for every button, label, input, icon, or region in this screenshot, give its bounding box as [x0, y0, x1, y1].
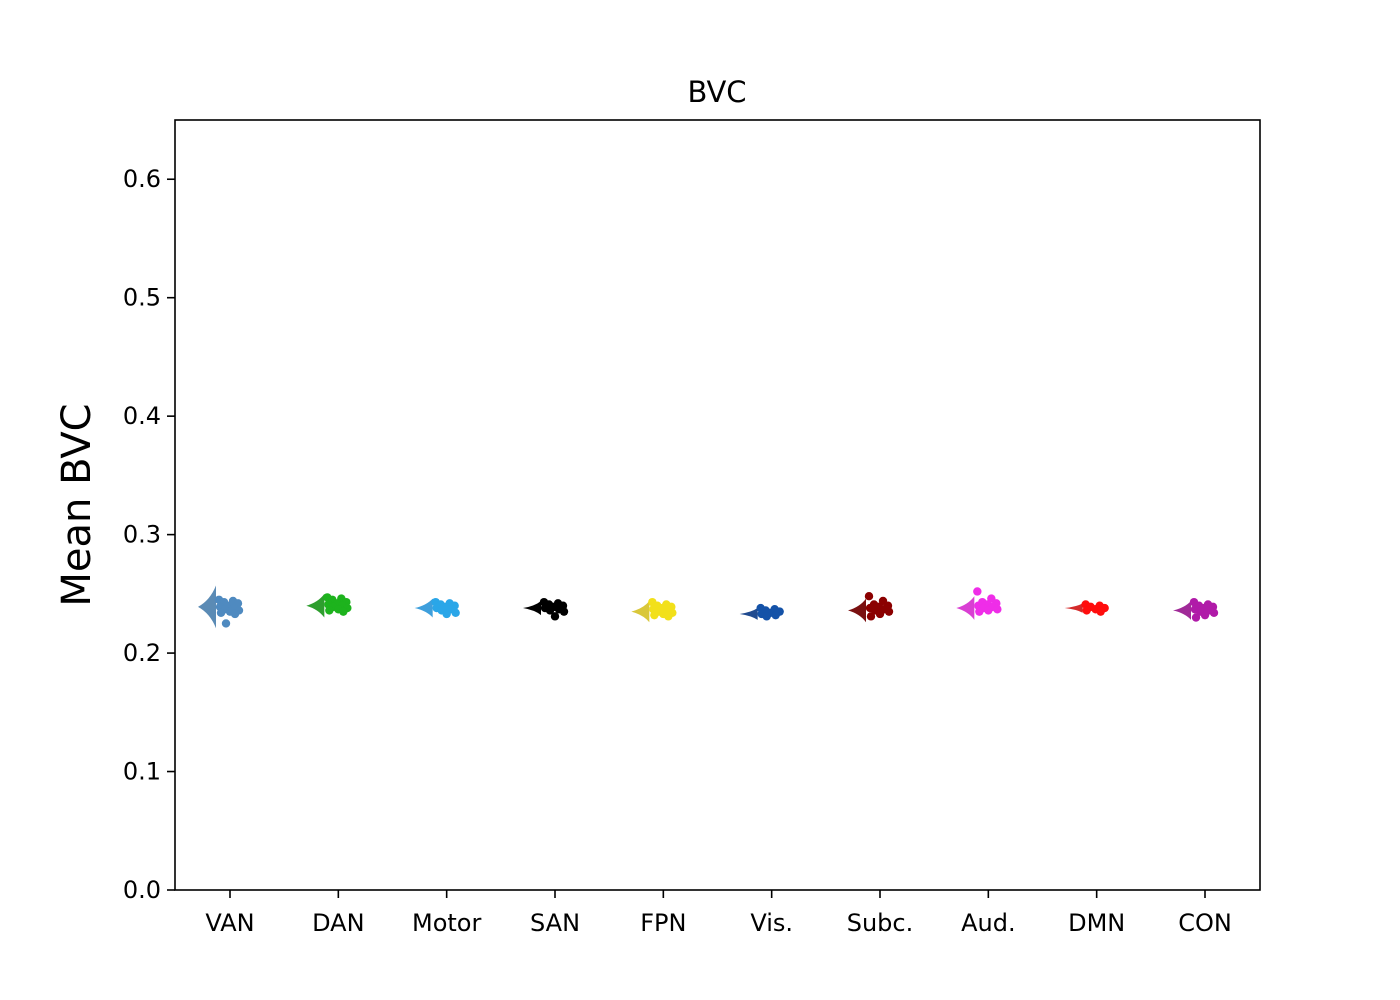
violin-con	[1173, 600, 1191, 620]
data-point	[762, 612, 771, 621]
data-point	[550, 612, 560, 621]
violin-motor	[414, 598, 433, 618]
data-point	[771, 610, 780, 620]
data-point	[559, 607, 569, 616]
y-tick-label: 0.5	[123, 284, 161, 312]
data-point	[975, 607, 984, 616]
y-axis: 0.0 0.1 0.2 0.3 0.4 0.5 0.6	[123, 165, 175, 904]
data-point	[664, 612, 673, 621]
data-point	[884, 607, 894, 616]
y-tick-label: 0.0	[123, 876, 161, 904]
y-axis-label: Mean BVC	[54, 403, 100, 606]
plot-marks	[198, 585, 1219, 629]
data-point	[451, 608, 460, 617]
violin-dan	[306, 593, 325, 618]
data-point	[1082, 606, 1091, 615]
y-tick-label: 0.1	[123, 758, 161, 786]
violin-fpn	[631, 600, 650, 623]
y-tick-label: 0.4	[123, 402, 161, 430]
x-tick-label: Vis.	[750, 909, 793, 937]
violin-van	[198, 585, 216, 629]
data-point	[993, 605, 1002, 614]
data-point	[230, 609, 240, 619]
data-point	[442, 609, 451, 619]
violin-san	[523, 600, 541, 616]
data-point	[650, 610, 659, 620]
data-point	[339, 607, 348, 616]
x-tick-label: DMN	[1068, 909, 1125, 937]
chart-title: BVC	[687, 75, 746, 109]
data-point	[221, 619, 231, 628]
x-tick-label: VAN	[205, 909, 254, 937]
x-tick-label: Motor	[412, 909, 481, 937]
data-point	[866, 612, 876, 621]
x-tick-label: CON	[1178, 909, 1232, 937]
violin-aud	[956, 596, 975, 620]
plot-frame	[174, 119, 1261, 891]
data-point	[216, 608, 226, 617]
data-point	[973, 587, 982, 596]
data-point	[875, 609, 885, 619]
data-point	[1096, 607, 1105, 616]
data-point	[984, 606, 993, 615]
data-point	[1200, 610, 1210, 620]
data-point	[325, 606, 334, 615]
y-tick-label: 0.3	[123, 521, 161, 549]
x-tick-label: Aud.	[961, 909, 1016, 937]
violin-subc	[848, 598, 866, 623]
data-point	[1209, 608, 1219, 617]
violin-dmn	[1064, 603, 1083, 613]
data-point	[864, 592, 874, 601]
x-tick-label: Subc.	[847, 909, 914, 937]
y-tick-label: 0.2	[123, 639, 161, 667]
y-tick-label: 0.6	[123, 165, 161, 193]
x-tick-label: SAN	[530, 909, 580, 937]
data-point	[545, 606, 555, 615]
x-axis: VAN DAN Motor SAN FPN Vis. Subc. Aud. DMN CON	[205, 890, 1232, 937]
x-tick-label: DAN	[312, 909, 364, 937]
violin-vis	[739, 608, 758, 620]
x-tick-label: FPN	[640, 909, 686, 937]
data-point	[1191, 613, 1201, 622]
